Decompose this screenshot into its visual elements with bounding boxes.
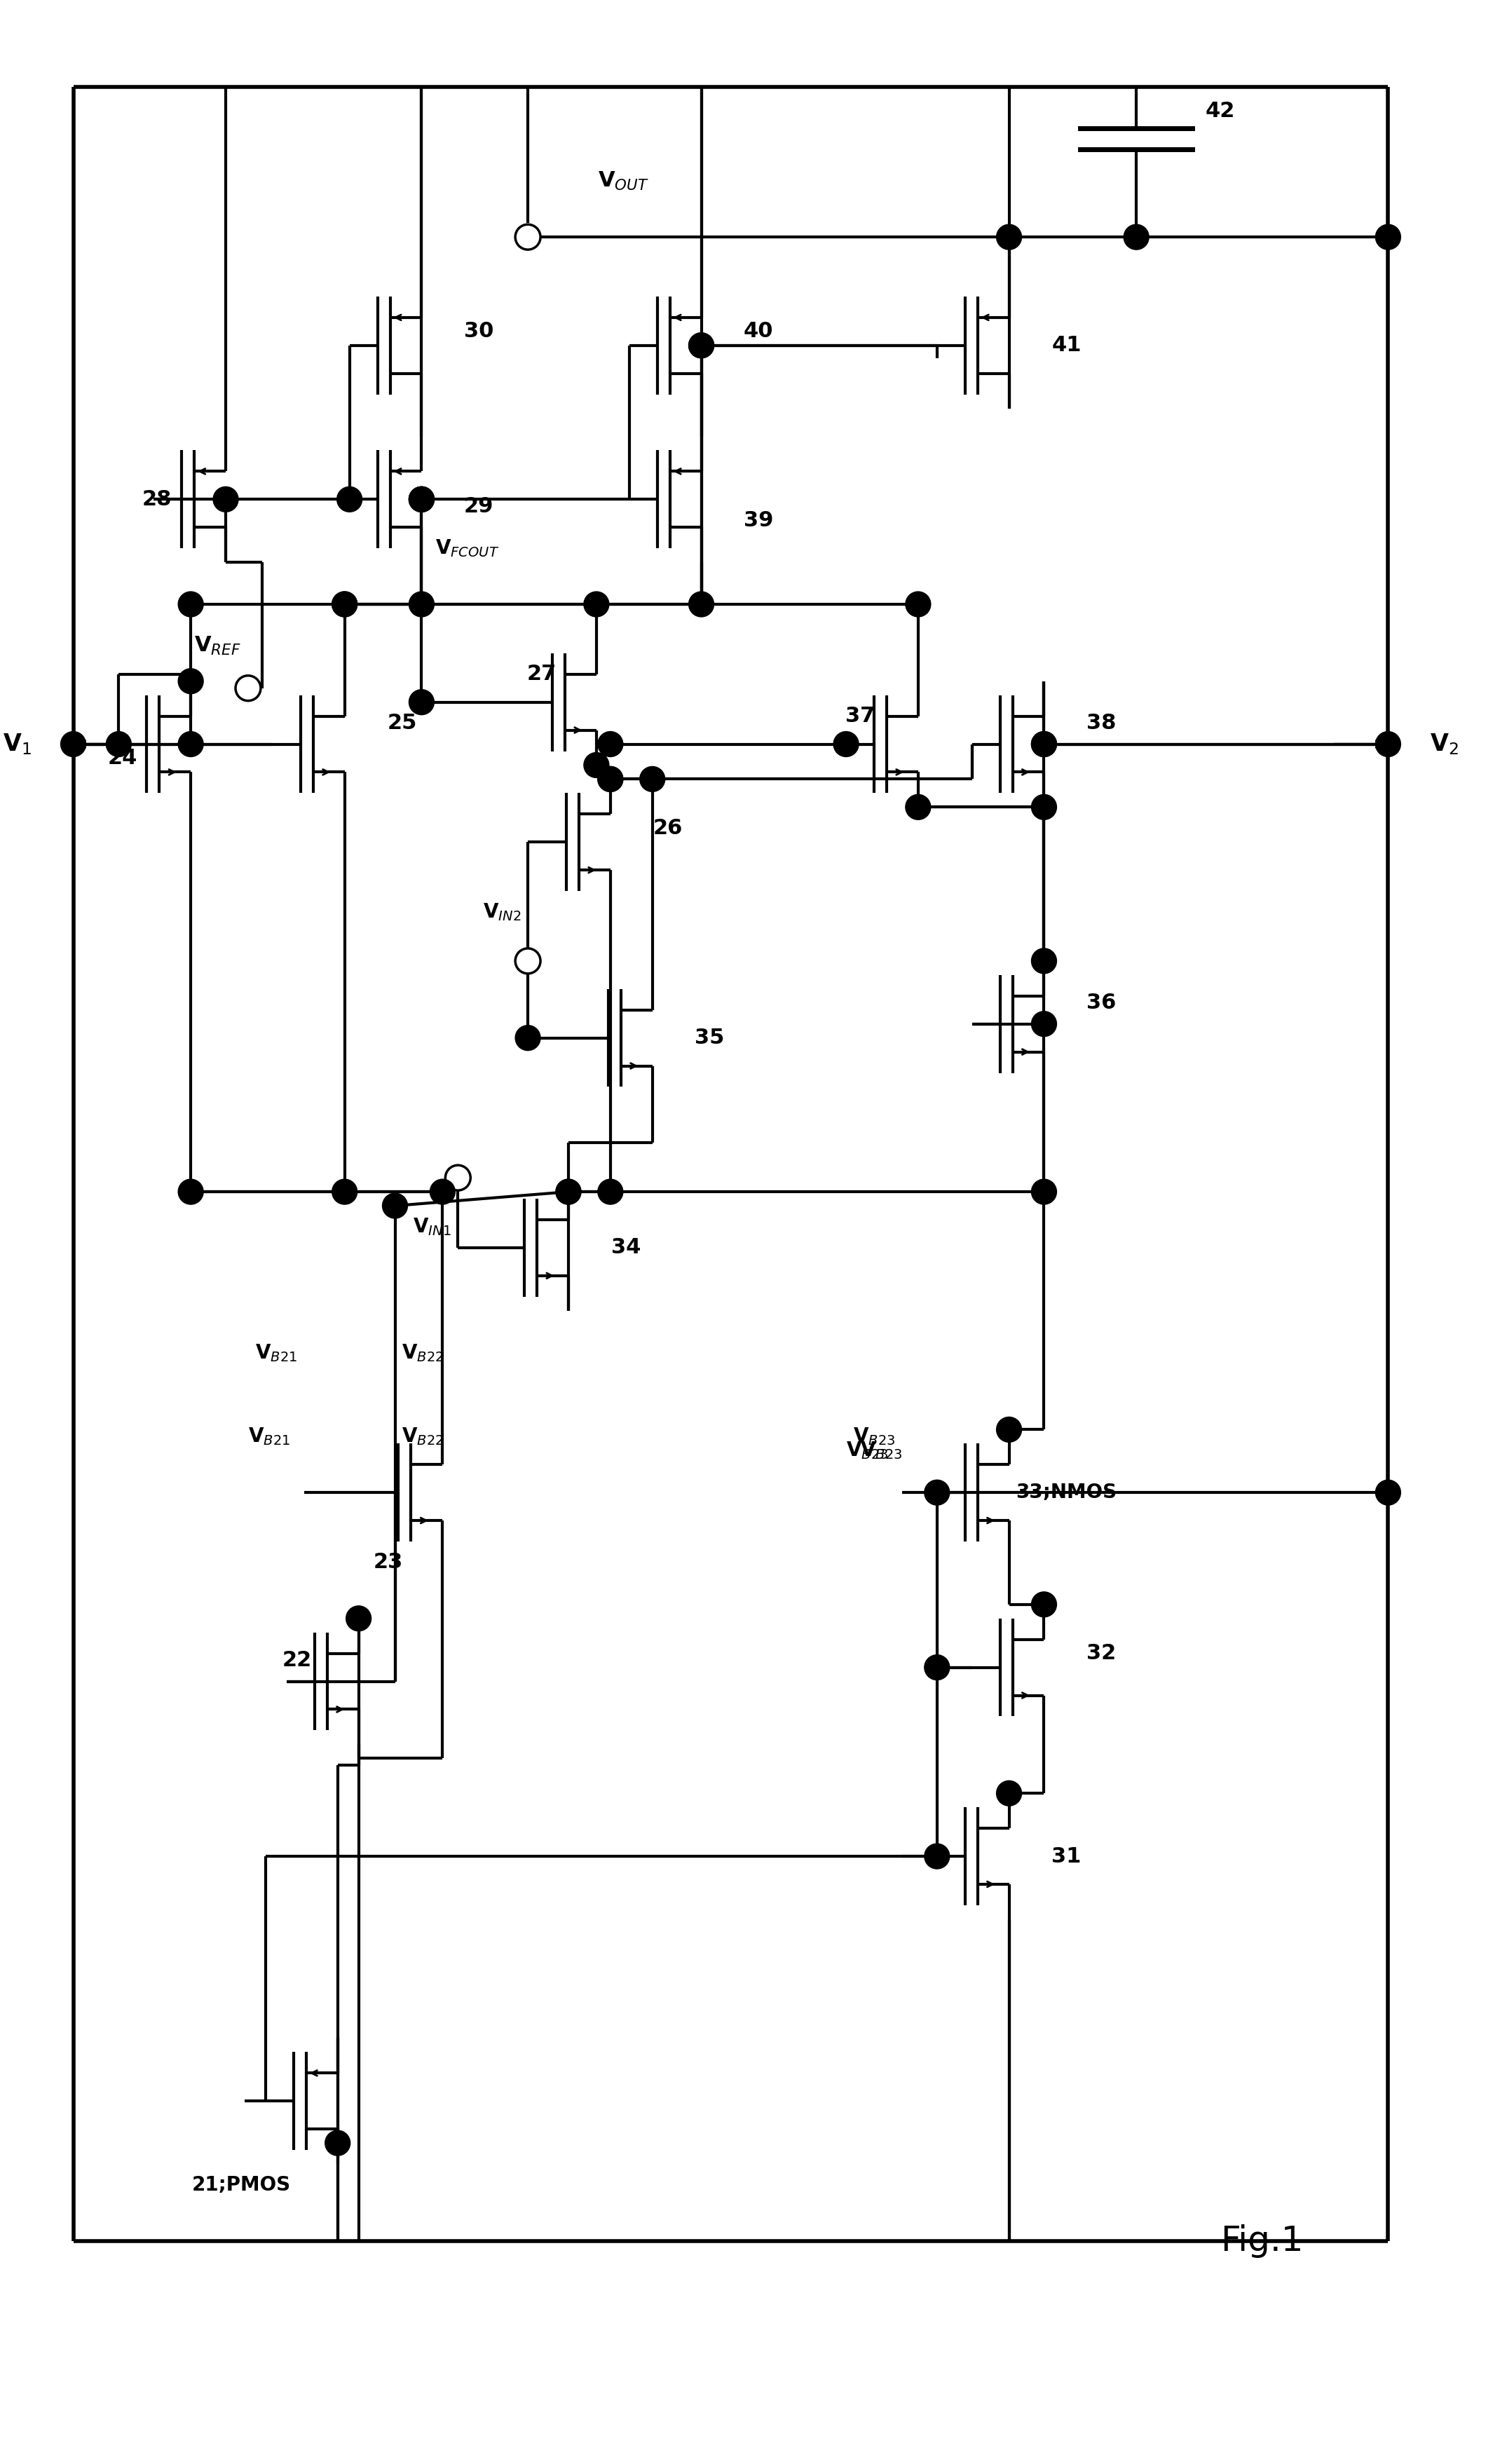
Circle shape — [1376, 732, 1400, 756]
Circle shape — [60, 732, 86, 756]
Text: 25: 25 — [387, 712, 417, 734]
Text: 23: 23 — [374, 1552, 402, 1572]
Circle shape — [178, 732, 203, 756]
Text: 38: 38 — [1087, 712, 1117, 734]
Text: V$_{OUT}$: V$_{OUT}$ — [598, 170, 650, 192]
Text: V$_{B23}$: V$_{B23}$ — [845, 1439, 888, 1461]
Circle shape — [408, 591, 434, 616]
Text: 33;NMOS: 33;NMOS — [1016, 1483, 1117, 1503]
Circle shape — [689, 591, 714, 616]
Circle shape — [347, 1607, 371, 1631]
Text: V$_2$: V$_2$ — [1430, 732, 1459, 756]
Circle shape — [429, 1180, 455, 1205]
Circle shape — [178, 668, 203, 695]
Circle shape — [1031, 1592, 1056, 1616]
Circle shape — [332, 591, 357, 616]
Text: 41: 41 — [1052, 335, 1082, 355]
Circle shape — [996, 224, 1022, 249]
Circle shape — [408, 488, 434, 513]
Circle shape — [1376, 224, 1400, 249]
Circle shape — [515, 949, 541, 973]
Circle shape — [408, 488, 434, 513]
Text: V$_{B21}$: V$_{B21}$ — [255, 1343, 297, 1363]
Text: 36: 36 — [1087, 993, 1117, 1013]
Circle shape — [689, 333, 714, 357]
Text: 29: 29 — [464, 495, 494, 517]
Circle shape — [598, 732, 622, 756]
Text: 24: 24 — [107, 749, 137, 769]
Text: 31: 31 — [1052, 1846, 1081, 1865]
Circle shape — [924, 1843, 949, 1868]
Circle shape — [689, 333, 714, 357]
Text: 37: 37 — [845, 707, 876, 727]
Text: V$_{B22}$: V$_{B22}$ — [402, 1427, 445, 1446]
Circle shape — [1376, 1481, 1400, 1506]
Text: V$_{IN2}$: V$_{IN2}$ — [482, 902, 521, 922]
Circle shape — [515, 224, 541, 249]
Circle shape — [408, 488, 434, 513]
Text: 22: 22 — [282, 1651, 312, 1671]
Text: V$_1$: V$_1$ — [3, 732, 32, 756]
Circle shape — [996, 1781, 1022, 1806]
Circle shape — [924, 1481, 949, 1506]
Circle shape — [556, 1180, 582, 1205]
Circle shape — [906, 591, 931, 616]
Circle shape — [583, 591, 609, 616]
Circle shape — [1031, 732, 1056, 756]
Text: 34: 34 — [610, 1237, 640, 1259]
Circle shape — [924, 1656, 949, 1680]
Circle shape — [1031, 949, 1056, 973]
Circle shape — [833, 732, 859, 756]
Circle shape — [235, 675, 261, 700]
Circle shape — [515, 1025, 541, 1050]
Circle shape — [212, 488, 238, 513]
Text: V$_{B21}$: V$_{B21}$ — [249, 1427, 289, 1446]
Circle shape — [105, 732, 131, 756]
Circle shape — [332, 591, 357, 616]
Text: 28: 28 — [142, 490, 172, 510]
Circle shape — [338, 488, 362, 513]
Circle shape — [1031, 1180, 1056, 1205]
Text: 35: 35 — [695, 1027, 725, 1047]
Text: V$_{B23}$: V$_{B23}$ — [853, 1427, 895, 1446]
Text: 27: 27 — [527, 663, 556, 685]
Text: 40: 40 — [744, 320, 773, 342]
Circle shape — [332, 1180, 357, 1205]
Circle shape — [556, 1180, 582, 1205]
Circle shape — [408, 690, 434, 715]
Circle shape — [178, 591, 203, 616]
Circle shape — [326, 2131, 350, 2156]
Circle shape — [906, 793, 931, 821]
Text: V$_{IN1}$: V$_{IN1}$ — [413, 1217, 451, 1237]
Circle shape — [640, 766, 665, 791]
Circle shape — [178, 1180, 203, 1205]
Circle shape — [598, 766, 622, 791]
Circle shape — [1031, 793, 1056, 821]
Text: V$_{B23}$: V$_{B23}$ — [860, 1439, 903, 1461]
Text: Fig.1: Fig.1 — [1221, 2225, 1304, 2257]
Circle shape — [1031, 732, 1056, 756]
Text: 26: 26 — [653, 818, 683, 838]
Circle shape — [996, 1417, 1022, 1441]
Text: V$_{REF}$: V$_{REF}$ — [194, 636, 241, 658]
Circle shape — [598, 766, 622, 791]
Text: 30: 30 — [464, 320, 494, 342]
Text: 21;PMOS: 21;PMOS — [191, 2176, 291, 2195]
Circle shape — [598, 1180, 622, 1205]
Circle shape — [446, 1165, 470, 1190]
Text: 32: 32 — [1087, 1643, 1117, 1663]
Text: V$_{FCOUT}$: V$_{FCOUT}$ — [436, 537, 499, 559]
Text: 42: 42 — [1206, 101, 1236, 121]
Circle shape — [383, 1193, 407, 1217]
Circle shape — [583, 752, 609, 779]
Circle shape — [1031, 1010, 1056, 1037]
Text: V$_{B22}$: V$_{B22}$ — [402, 1343, 445, 1363]
Circle shape — [1124, 224, 1148, 249]
Text: 39: 39 — [744, 510, 773, 530]
